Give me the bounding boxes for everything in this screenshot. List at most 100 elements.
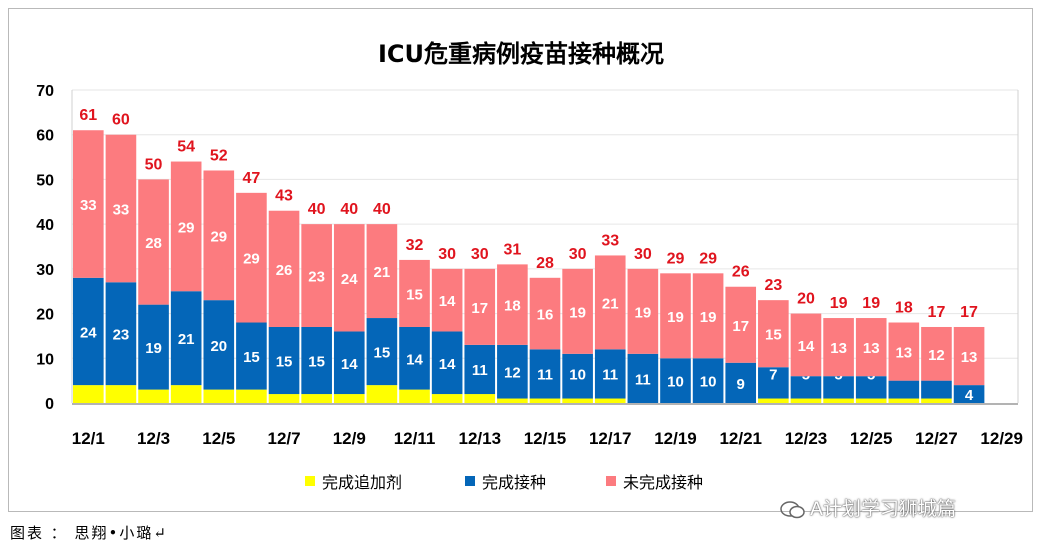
legend-swatch [606, 476, 616, 486]
total-label: 29 [667, 250, 685, 267]
data-label: 29 [178, 219, 195, 236]
bar-segment-booster [366, 385, 398, 403]
total-label: 52 [210, 147, 228, 164]
bar-segment-incomplete [105, 134, 137, 283]
bar-segment-incomplete [497, 264, 528, 345]
data-label: 19 [667, 309, 684, 326]
stacked-bar-chart: ICU危重病例疫苗接种概况 0 10 20 30 40 50 60 70 12/1 12/3 12/5… [36, 40, 1023, 492]
x-tick-label: 12/7 [267, 429, 300, 448]
data-label: 14 [798, 338, 815, 355]
bar-segment-completed [888, 380, 920, 399]
data-label: 13 [830, 340, 847, 357]
bar-segment-incomplete [138, 179, 169, 305]
bar-segment-incomplete [758, 300, 789, 368]
data-label: 33 [80, 197, 97, 214]
data-label: 21 [602, 295, 619, 312]
data-label: 11 [602, 367, 618, 384]
bar-segment-incomplete [73, 130, 104, 278]
x-tick-label: 12/23 [785, 429, 828, 448]
data-label: 13 [961, 349, 978, 366]
bar-segment-completed [529, 349, 561, 399]
bar-segment-completed [692, 358, 724, 403]
data-label: 18 [504, 298, 521, 315]
bar-segment-incomplete [660, 273, 691, 359]
x-tick-label: 12/25 [850, 429, 893, 448]
data-label: 19 [569, 304, 586, 321]
data-label: 11 [635, 371, 651, 388]
bar-segment-completed [660, 358, 691, 403]
total-label: 50 [145, 156, 163, 173]
bar-segment-completed [497, 344, 528, 399]
chart-frame [8, 8, 1033, 512]
bar-segment-incomplete [855, 318, 887, 377]
total-label: 30 [634, 246, 652, 263]
x-tick-label: 12/3 [137, 429, 170, 448]
bar-segment-completed [921, 380, 952, 399]
data-label: 10 [569, 367, 586, 384]
total-label: 43 [275, 188, 293, 205]
bar-segment-booster [73, 385, 104, 403]
total-label: 17 [960, 304, 978, 321]
data-label: 14 [439, 293, 456, 310]
data-label: 14 [341, 356, 358, 373]
data-label: 29 [243, 251, 260, 268]
total-label: 17 [928, 304, 946, 321]
data-label: 33 [113, 201, 130, 218]
bar-segment-booster [464, 394, 496, 403]
total-label: 31 [503, 241, 521, 258]
y-tick-label: 0 [45, 396, 54, 413]
bar-segment-incomplete [366, 224, 398, 319]
data-label: 21 [178, 331, 195, 348]
bar-segment-booster [268, 394, 300, 403]
total-label: 19 [830, 295, 848, 312]
bar-segment-completed [855, 376, 887, 399]
bar-segment-incomplete [627, 268, 659, 354]
bar-segment-completed [431, 331, 463, 395]
bar-segment-booster [823, 398, 854, 403]
data-label: 10 [700, 374, 717, 391]
bar-segment-incomplete [301, 224, 332, 327]
total-label: 18 [895, 300, 913, 317]
bar-segment-completed [73, 277, 104, 386]
bar-segment-completed [268, 326, 300, 395]
legend-swatch [305, 476, 315, 486]
y-tick-label: 50 [36, 172, 54, 189]
bar-segment-completed [203, 300, 235, 390]
data-label: 23 [308, 269, 325, 286]
bar-segment-incomplete [725, 286, 757, 363]
bar-segment-incomplete [594, 255, 626, 350]
bar-segment-incomplete [888, 322, 920, 381]
total-label: 19 [862, 295, 880, 312]
bar-segment-incomplete [823, 318, 854, 377]
legend-label: 未完成接种 [623, 473, 703, 492]
data-label: 20 [210, 338, 227, 355]
bar-segment-completed [399, 326, 430, 390]
data-label: 24 [80, 324, 97, 341]
bar-segment-completed [823, 376, 854, 399]
total-label: 29 [699, 250, 717, 267]
data-label: 13 [895, 345, 912, 362]
bar-segment-incomplete [790, 313, 822, 377]
data-label: 10 [667, 374, 684, 391]
data-label: 17 [471, 300, 488, 317]
bar-segment-completed [627, 353, 659, 403]
total-label: 30 [471, 246, 489, 263]
data-label: 15 [765, 327, 782, 344]
bar-segment-incomplete [692, 273, 724, 359]
bar-segment-completed [301, 326, 332, 395]
bar-segment-incomplete [562, 268, 593, 354]
bar-segment-completed [758, 367, 789, 399]
bar-segment-completed [138, 304, 169, 390]
total-label: 30 [569, 246, 587, 263]
data-label: 17 [732, 318, 749, 335]
bar-segment-completed [562, 353, 593, 399]
y-tick-label: 70 [36, 83, 54, 100]
total-label: 40 [340, 201, 358, 218]
bar-segment-completed [105, 282, 137, 386]
bar-segment-completed [790, 376, 822, 399]
bar-segment-booster [562, 398, 593, 403]
bar-segment-booster [333, 394, 365, 403]
bar-segment-incomplete [170, 161, 202, 292]
total-label: 23 [764, 277, 782, 294]
data-label: 11 [537, 367, 553, 384]
